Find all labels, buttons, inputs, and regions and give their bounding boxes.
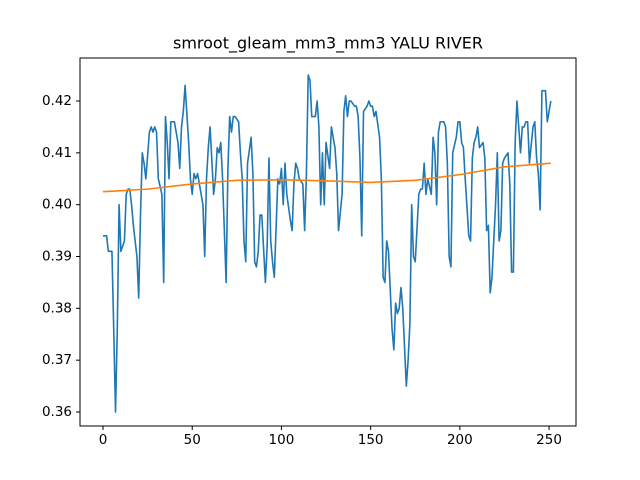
x-tick-label: 100 [269,432,295,448]
y-tick-label: 0.37 [42,352,72,368]
y-tick-label: 0.38 [42,300,72,316]
x-tick-label: 150 [358,432,384,448]
x-tick-label: 0 [99,432,108,448]
y-tick-label: 0.36 [42,404,72,420]
data-line [103,74,552,413]
axes-frame [79,57,577,427]
x-tick-label: 250 [536,432,562,448]
data-line [102,162,551,193]
y-tick-label: 0.41 [42,145,72,161]
x-tick-label: 50 [184,432,201,448]
y-tick-label: 0.39 [42,249,72,265]
y-tick-label: 0.40 [42,197,72,213]
x-tick-label: 200 [447,432,473,448]
chart-title: smroot_gleam_mm3_mm3 YALU RIVER [173,34,483,54]
y-tick-label: 0.42 [42,93,72,109]
plot-area [102,74,552,413]
